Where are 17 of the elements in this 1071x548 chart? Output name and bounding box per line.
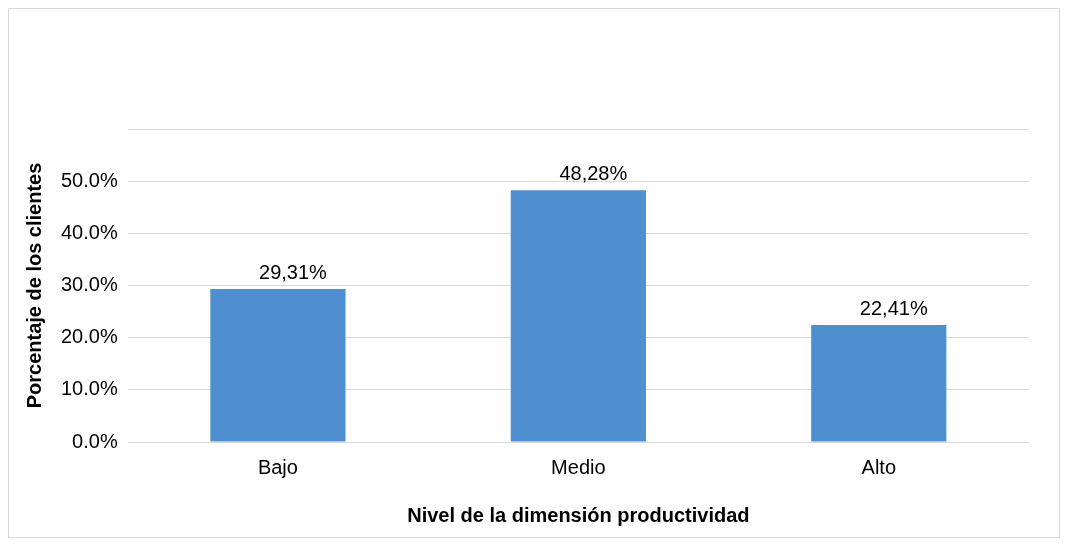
y-tick-label: 10.0% (60, 377, 118, 400)
y-tick-label: 40.0% (60, 220, 118, 243)
y-tick-label: 0.0% (72, 429, 118, 452)
y-tick-label: 20.0% (60, 325, 118, 348)
data-label: 29,31% (259, 260, 328, 283)
x-tick-label: Medio (551, 455, 606, 478)
x-tick-label: Bajo (257, 455, 298, 478)
x-axis-title: Nivel de la dimensión productividad (407, 503, 750, 526)
bar (510, 190, 646, 442)
y-tick-label: 50.0% (60, 168, 118, 191)
x-tick-label: Alto (861, 455, 897, 478)
data-label: 22,41% (859, 296, 928, 319)
bar (811, 325, 947, 442)
y-axis-title: Porcentaje de los clientes (22, 162, 45, 409)
y-tick-label: 30.0% (60, 273, 118, 296)
data-label: 48,28% (559, 161, 628, 184)
bar (210, 289, 346, 442)
